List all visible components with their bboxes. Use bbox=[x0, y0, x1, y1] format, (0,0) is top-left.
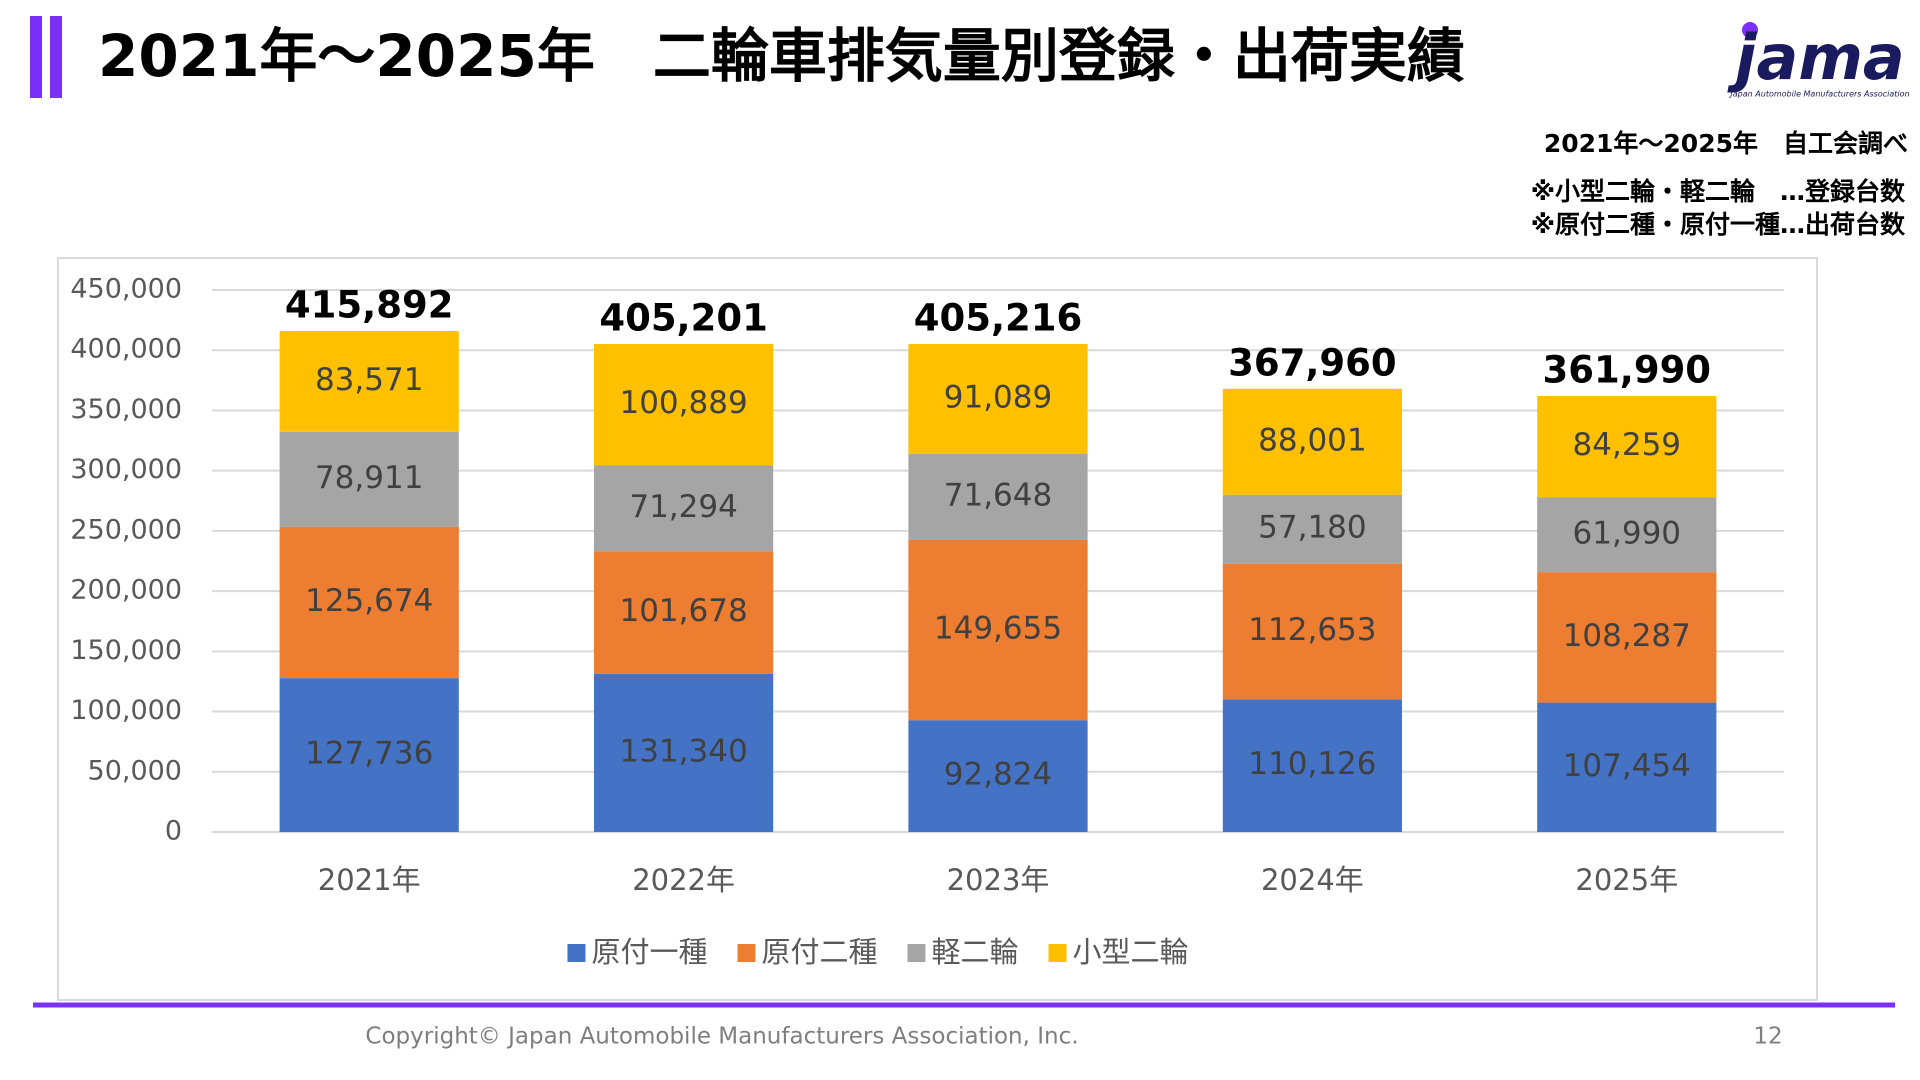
value-label: 71,294 bbox=[629, 489, 737, 525]
note: ※小型二輪・軽二輪 …登録台数 bbox=[1531, 177, 1906, 206]
y-tick-label: 250,000 bbox=[70, 514, 182, 545]
title-bar bbox=[50, 16, 62, 98]
value-label: 108,287 bbox=[1563, 618, 1691, 654]
legend-label: 原付一種 bbox=[591, 935, 707, 969]
bar-segment bbox=[1537, 497, 1717, 573]
page-number: 12 bbox=[1753, 1024, 1782, 1050]
value-label: 127,736 bbox=[305, 736, 433, 772]
legend-swatch bbox=[1048, 944, 1067, 962]
value-label: 57,180 bbox=[1258, 510, 1366, 546]
y-tick-label: 450,000 bbox=[70, 274, 182, 305]
legend-swatch bbox=[737, 944, 756, 962]
plot: 0 50,000 100,000 150,000 200,000 250,000 300,0… bbox=[70, 274, 1784, 969]
bar-segment bbox=[593, 551, 774, 674]
title-bar bbox=[30, 16, 42, 98]
note: ※原付二種・原付一種…出荷台数 bbox=[1531, 210, 1906, 239]
value-label: 78,911 bbox=[315, 460, 423, 496]
total-label: 405,216 bbox=[914, 296, 1083, 339]
bar-segment bbox=[908, 720, 1088, 832]
value-label: 112,653 bbox=[1248, 612, 1376, 648]
value-label: 149,655 bbox=[934, 611, 1062, 647]
bar-segment bbox=[593, 343, 774, 466]
bar-segment bbox=[1537, 396, 1717, 498]
bar-segment bbox=[1222, 388, 1403, 495]
y-tick-label: 100,000 bbox=[70, 695, 182, 726]
legend-label: 軽二輪 bbox=[932, 935, 1019, 969]
value-label: 125,674 bbox=[305, 583, 433, 619]
x-tick-label: 2025年 bbox=[1575, 863, 1678, 897]
total-label: 415,892 bbox=[285, 284, 454, 327]
y-tick-label: 400,000 bbox=[70, 334, 182, 365]
value-label: 61,990 bbox=[1573, 515, 1681, 551]
legend-label: 原付二種 bbox=[761, 935, 877, 969]
value-label: 110,126 bbox=[1248, 746, 1376, 782]
total-label: 367,960 bbox=[1228, 341, 1397, 384]
value-label: 71,648 bbox=[944, 477, 1052, 513]
value-label: 92,824 bbox=[944, 757, 1052, 793]
x-tick-label: 2023年 bbox=[947, 863, 1050, 897]
bar-segment bbox=[1537, 572, 1717, 703]
bar-segment bbox=[279, 431, 459, 527]
bar-segment bbox=[1222, 563, 1403, 700]
value-label: 101,678 bbox=[619, 593, 747, 629]
bar-segment bbox=[593, 465, 774, 552]
bar-segment bbox=[279, 678, 459, 832]
value-label: 83,571 bbox=[315, 362, 423, 398]
bar-segment bbox=[1222, 494, 1403, 564]
value-label: 88,001 bbox=[1258, 422, 1366, 458]
logo: jama bbox=[1727, 21, 1905, 94]
legend-swatch bbox=[567, 944, 586, 962]
value-label: 91,089 bbox=[944, 379, 1052, 415]
bar-segment bbox=[908, 453, 1088, 540]
x-tick-label: 2024年 bbox=[1261, 863, 1364, 897]
copyright: Copyright© Japan Automobile Manufacturer… bbox=[365, 1024, 1078, 1050]
value-label: 84,259 bbox=[1573, 427, 1681, 463]
y-tick-label: 50,000 bbox=[88, 755, 182, 786]
logo-subtitle: Japan Automobile Manufacturers Associati… bbox=[1728, 90, 1909, 99]
slide-title: 2021年～2025年 二輪車排気量別登録・出荷実績 bbox=[98, 22, 1465, 90]
bar-segment bbox=[593, 673, 774, 832]
y-tick-label: 200,000 bbox=[70, 575, 182, 606]
total-label: 361,990 bbox=[1543, 349, 1712, 392]
bar-segment bbox=[908, 343, 1088, 454]
bar-segment bbox=[908, 539, 1088, 721]
value-label: 107,454 bbox=[1563, 748, 1691, 784]
bar-segment bbox=[1222, 699, 1403, 832]
total-label: 405,201 bbox=[599, 296, 768, 339]
bar-segment bbox=[279, 331, 459, 432]
y-tick-label: 350,000 bbox=[70, 394, 182, 425]
note: 2021年～2025年 自工会調べ bbox=[1544, 129, 1908, 158]
legend-swatch bbox=[907, 944, 926, 962]
y-tick-label: 150,000 bbox=[70, 635, 182, 666]
bar-segment bbox=[1537, 702, 1717, 832]
value-label: 100,889 bbox=[619, 385, 747, 421]
logo-dot bbox=[1742, 22, 1758, 38]
bar-segment bbox=[279, 526, 459, 679]
x-tick-label: 2022年 bbox=[632, 863, 735, 897]
value-label: 131,340 bbox=[619, 733, 747, 769]
x-tick-label: 2021年 bbox=[318, 863, 421, 897]
y-tick-label: 0 bbox=[165, 816, 182, 847]
legend-label: 小型二輪 bbox=[1073, 935, 1189, 969]
y-tick-label: 300,000 bbox=[70, 454, 182, 485]
